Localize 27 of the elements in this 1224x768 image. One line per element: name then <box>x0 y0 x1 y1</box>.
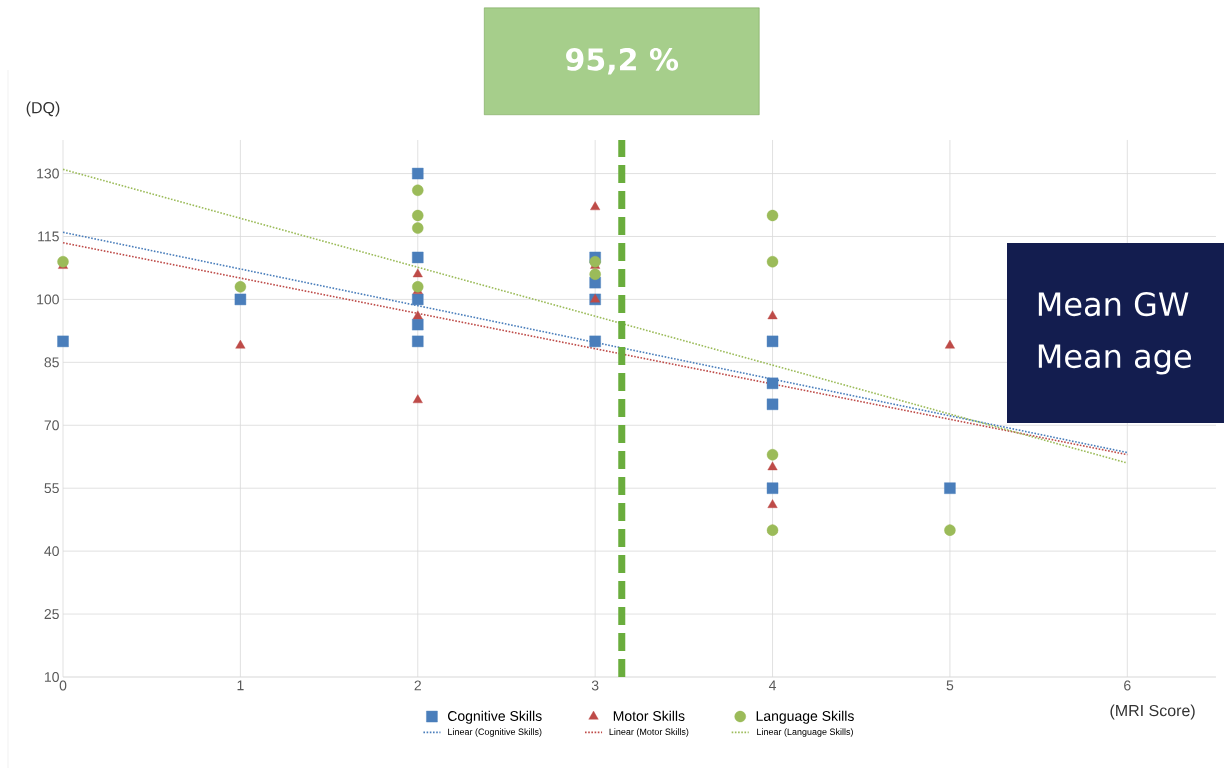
legend-label: Language Skills <box>756 710 854 724</box>
legend-label: Linear (Cognitive Skills) <box>448 728 542 737</box>
x-tick-label: 2 <box>414 680 421 691</box>
y-tick-label: 70 <box>44 420 59 431</box>
x-axis-title: (MRI Score) <box>1110 704 1195 720</box>
x-tick-label: 6 <box>1124 680 1131 691</box>
y-tick-label: 10 <box>44 672 59 682</box>
legend-label: Motor Skills <box>613 710 685 721</box>
text: 95,2 % <box>566 48 679 75</box>
x-tick-label: 1 <box>237 680 244 691</box>
y-tick-label: 25 <box>44 609 59 620</box>
y-tick-label: 115 <box>38 231 59 242</box>
legend-label: Linear (Motor Skills) <box>609 728 689 737</box>
x-tick-label: 3 <box>591 680 599 691</box>
y-tick-label: 100 <box>37 294 59 305</box>
y-axis-title: (DQ) <box>26 101 60 117</box>
x-tick-label: 4 <box>768 680 777 691</box>
annotation: Mean age <box>1038 344 1191 375</box>
x-tick-label: 0 <box>59 680 67 691</box>
annotation: Mean GW <box>1038 291 1189 317</box>
y-tick-label: 85 <box>44 357 59 368</box>
y-tick-label: 55 <box>44 483 59 494</box>
y-tick-label: 40 <box>44 546 59 557</box>
legend-label: Cognitive Skills <box>447 710 542 724</box>
legend-label: Linear (Language Skills) <box>757 728 853 737</box>
y-tick-label: 130 <box>37 168 59 179</box>
x-tick-label: 5 <box>946 680 954 691</box>
